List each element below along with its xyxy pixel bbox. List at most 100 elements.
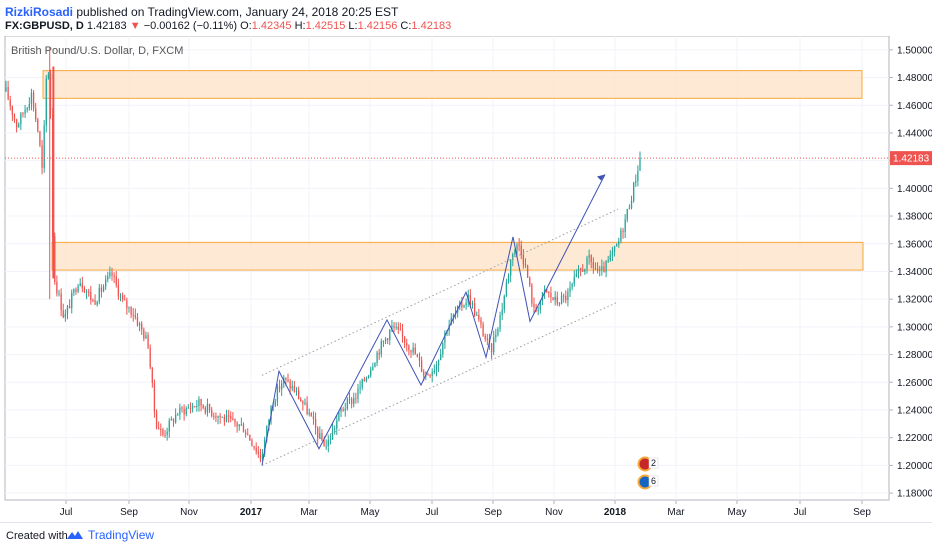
candle-body bbox=[401, 330, 404, 337]
candle-body bbox=[204, 408, 206, 413]
candle-body bbox=[465, 302, 467, 306]
candle-body bbox=[435, 365, 438, 371]
low-label: L: bbox=[348, 20, 358, 32]
candle-body bbox=[484, 336, 486, 339]
candle-body bbox=[382, 341, 385, 343]
price-zone bbox=[51, 241, 864, 271]
event-count-box bbox=[648, 457, 659, 469]
candle-body bbox=[376, 352, 378, 363]
candle-body bbox=[567, 291, 569, 301]
candle-body bbox=[105, 279, 107, 287]
candle-body bbox=[149, 347, 151, 368]
candle-body bbox=[440, 354, 442, 361]
candle-body bbox=[374, 362, 376, 368]
tradingview-link[interactable]: TradingView bbox=[66, 528, 154, 542]
candle-body bbox=[155, 411, 158, 429]
x-tick-label: 2018 bbox=[604, 507, 627, 518]
candle-body bbox=[334, 428, 336, 430]
candle-body bbox=[96, 301, 98, 305]
candle-body bbox=[49, 73, 52, 115]
candle-body bbox=[111, 272, 113, 276]
candle-body bbox=[423, 371, 425, 376]
candle-body bbox=[505, 282, 508, 296]
candle-body bbox=[221, 416, 223, 418]
candle-body bbox=[119, 295, 122, 297]
candle-body bbox=[136, 317, 139, 326]
low-value: 1.42156 bbox=[357, 20, 398, 32]
candle-body bbox=[310, 412, 312, 417]
candle-body bbox=[357, 388, 359, 399]
candle-body bbox=[616, 244, 618, 247]
candle-body bbox=[546, 289, 548, 292]
candle-body bbox=[64, 313, 67, 318]
y-tick-label: 1.28000 bbox=[897, 350, 932, 361]
publish-line: RizkiRosadi published on TradingView.com… bbox=[5, 5, 398, 19]
y-tick-label: 1.22000 bbox=[897, 433, 932, 444]
author-link[interactable]: RizkiRosadi bbox=[5, 5, 74, 19]
candle-body bbox=[28, 104, 30, 109]
candle-body bbox=[397, 326, 399, 330]
candle-body bbox=[90, 291, 92, 301]
candle-body bbox=[41, 145, 43, 168]
candle-body bbox=[191, 406, 194, 409]
candle-body bbox=[512, 254, 514, 260]
candle-body bbox=[259, 453, 262, 460]
candle-body bbox=[630, 201, 633, 209]
event-count-label: 6 bbox=[651, 476, 656, 486]
candle-body bbox=[556, 296, 558, 304]
candle-body bbox=[249, 434, 251, 441]
candle-body bbox=[314, 419, 317, 428]
candle-body bbox=[367, 375, 370, 378]
candle-body bbox=[68, 306, 71, 309]
candle-body bbox=[174, 414, 177, 423]
candle-body bbox=[613, 246, 616, 252]
candle-body bbox=[317, 427, 319, 438]
candle-body bbox=[198, 398, 200, 406]
candle-body bbox=[586, 257, 588, 270]
candle-body bbox=[213, 415, 215, 417]
candle-body bbox=[227, 415, 230, 417]
candle-body bbox=[526, 265, 529, 278]
candle-body bbox=[177, 414, 179, 416]
candle-body bbox=[79, 283, 81, 286]
x-tick-label: Mar bbox=[667, 507, 685, 518]
candle-body bbox=[230, 416, 232, 419]
candle-body bbox=[579, 268, 582, 271]
close-label: C: bbox=[400, 20, 412, 32]
candle-body bbox=[219, 415, 221, 418]
candle-body bbox=[261, 454, 264, 460]
candle-body bbox=[418, 356, 421, 361]
candle-body bbox=[550, 292, 552, 298]
candle-body bbox=[278, 386, 281, 390]
candle-body bbox=[115, 276, 117, 285]
candle-body bbox=[416, 354, 419, 357]
candle-body bbox=[100, 287, 103, 292]
candle-body bbox=[584, 269, 586, 272]
candle-body bbox=[253, 446, 255, 448]
y-tick-label: 1.24000 bbox=[897, 405, 932, 416]
header: RizkiRosadi published on TradingView.com… bbox=[0, 0, 932, 36]
price-chart[interactable]: 1.500001.480001.460001.440001.420001.400… bbox=[0, 36, 932, 522]
candle-body bbox=[306, 402, 308, 415]
candle-body bbox=[5, 87, 7, 92]
candle-body bbox=[433, 370, 435, 373]
candle-body bbox=[85, 291, 88, 293]
candle-body bbox=[11, 106, 14, 115]
candle-body bbox=[563, 295, 565, 297]
candle-body bbox=[297, 390, 300, 400]
candle-body bbox=[516, 244, 518, 250]
candle-body bbox=[196, 405, 198, 407]
candle-body bbox=[217, 415, 219, 418]
candle-body bbox=[342, 409, 344, 411]
candle-body bbox=[143, 329, 145, 339]
candle-body bbox=[427, 374, 429, 376]
candle-body bbox=[202, 405, 204, 409]
y-tick-label: 1.32000 bbox=[897, 295, 932, 306]
candle-body bbox=[200, 398, 202, 406]
candle-body bbox=[609, 254, 611, 261]
x-tick-label: Sep bbox=[853, 507, 871, 518]
candle-body bbox=[236, 422, 238, 427]
candle-body bbox=[62, 310, 64, 318]
candle-body bbox=[244, 432, 247, 435]
symbol-label[interactable]: FX:GBPUSD, D bbox=[5, 20, 84, 32]
